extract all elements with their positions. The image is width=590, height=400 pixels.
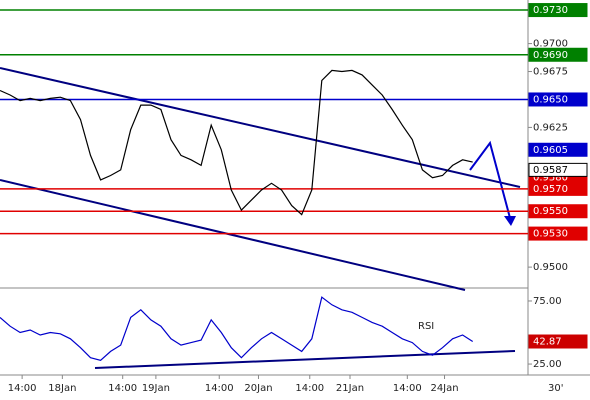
price-label: 0.9605 xyxy=(533,145,568,156)
forecast-arrow xyxy=(469,140,511,219)
price-label-box xyxy=(528,226,588,241)
price-label-box xyxy=(528,92,588,107)
price-label-box xyxy=(528,3,588,18)
x-tick-label: 24Jan xyxy=(430,383,458,394)
y-tick-label: 75.00 xyxy=(533,296,562,307)
x-tick-label: 14:00 xyxy=(108,383,137,394)
trend-line xyxy=(0,179,466,291)
y-tick-label: 0.9500 xyxy=(533,262,568,273)
y-tick-label: 25.00 xyxy=(533,359,562,370)
price-line xyxy=(0,69,473,216)
x-tick-label: 14:00 xyxy=(205,383,234,394)
price-label: 0.9580 xyxy=(533,173,568,184)
price-label: 0.9650 xyxy=(533,94,568,105)
y-tick-label: 0.9625 xyxy=(533,122,568,133)
x-tick-label: 21Jan xyxy=(336,383,364,394)
y-tick-label: 0.9700 xyxy=(533,39,568,50)
x-tick-label: 14:00 xyxy=(393,383,422,394)
price-label: 0.9587 xyxy=(533,165,568,176)
price-label: 0.9570 xyxy=(533,184,568,195)
price-label-box xyxy=(528,204,588,219)
price-label: 0.9550 xyxy=(533,206,568,217)
price-label: 42.87 xyxy=(533,337,562,348)
plot-bg xyxy=(0,0,528,375)
price-label-box xyxy=(528,181,588,196)
rsi-title: RSI xyxy=(418,321,434,332)
price-label-box xyxy=(528,142,588,157)
price-label-box xyxy=(528,334,588,349)
rsi-trend-line xyxy=(94,350,516,369)
price-label-box xyxy=(528,47,588,62)
x-tick-label: 14:00 xyxy=(295,383,324,394)
price-line xyxy=(0,296,474,361)
x-tick-label: 18Jan xyxy=(48,383,76,394)
timeframe: 30' xyxy=(548,383,563,394)
price-label-box xyxy=(528,162,588,177)
arrow-head xyxy=(504,216,516,226)
x-tick-label: 19Jan xyxy=(142,383,170,394)
trend-line xyxy=(0,67,521,188)
price-label: 0.9690 xyxy=(533,50,568,61)
x-tick-label: 20Jan xyxy=(244,383,272,394)
y-tick-label: 0.9675 xyxy=(533,67,568,78)
x-tick-label: 14:00 xyxy=(8,383,37,394)
price-label: 0.9730 xyxy=(533,5,568,16)
price-label: 0.9530 xyxy=(533,229,568,240)
